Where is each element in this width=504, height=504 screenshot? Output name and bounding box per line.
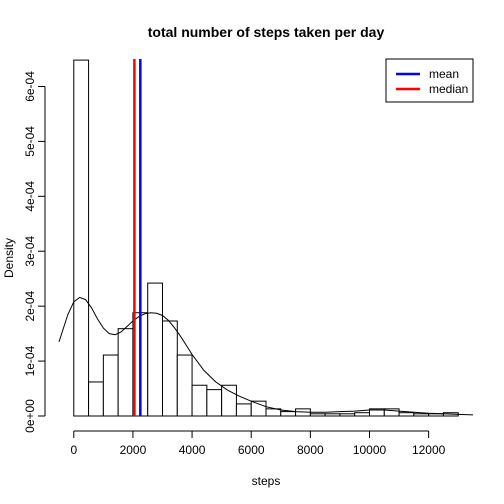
histogram-bar-2 — [102, 354, 119, 417]
density-curve-group — [58, 296, 474, 416]
histogram-bar-14 — [280, 411, 297, 417]
histogram-bar-6 — [162, 320, 178, 417]
histogram-bar-0 — [73, 59, 90, 417]
histogram-bar-9 — [206, 389, 223, 417]
y-tick-label-5: 5e-04 — [23, 126, 37, 157]
legend-box — [385, 58, 474, 103]
histogram-bar-22 — [398, 412, 415, 417]
x-tick-label-5: 10000 — [353, 443, 387, 457]
x-tick-label-6: 12000 — [412, 443, 446, 457]
y-tick-label-2: 2e-04 — [23, 290, 37, 321]
legend-label-median: median — [429, 82, 468, 96]
histogram-bar-11 — [235, 403, 252, 417]
histogram-bar-19 — [354, 412, 371, 417]
reference-lines — [133, 59, 142, 416]
y-tick-label-4: 4e-04 — [23, 181, 37, 212]
histogram-bar-3 — [117, 328, 134, 417]
x-axis-label: steps — [252, 474, 281, 488]
histogram-bar-8 — [191, 384, 208, 417]
x-tick-label-2: 4000 — [179, 443, 206, 457]
x-tick-label-4: 8000 — [297, 443, 324, 457]
x-tick-label-3: 6000 — [238, 443, 265, 457]
histogram-bar-18 — [339, 413, 356, 417]
histogram-bar-17 — [324, 413, 341, 417]
y-tick-label-1: 1e-04 — [23, 345, 37, 376]
histogram-bar-10 — [221, 384, 237, 417]
x-tick-label-0: 0 — [70, 443, 77, 457]
y-tick-label-6: 6e-04 — [23, 71, 37, 102]
y-axis: 0e+00 1e-04 2e-04 3e-04 4e-04 5e-04 6e-04 — [23, 71, 46, 433]
histogram-bar-16 — [309, 413, 326, 417]
y-axis-label: Density — [2, 238, 16, 278]
y-tick-label-3: 3e-04 — [23, 236, 37, 267]
histogram-bars — [73, 59, 459, 417]
histogram-bar-12 — [250, 400, 267, 417]
histogram-bar-1 — [88, 381, 104, 417]
histogram-bar-7 — [176, 354, 193, 417]
chart-title: total number of steps taken per day — [148, 24, 385, 40]
legend-label-mean: mean — [429, 67, 459, 81]
y-tick-label-0: 0e+00 — [23, 399, 37, 433]
histogram-bar-5 — [147, 282, 163, 417]
x-tick-label-1: 2000 — [120, 443, 147, 457]
x-axis: 0 2000 4000 6000 8000 10000 12000 — [70, 430, 446, 457]
histogram-bar-23 — [413, 413, 430, 417]
density-curve — [58, 296, 474, 416]
